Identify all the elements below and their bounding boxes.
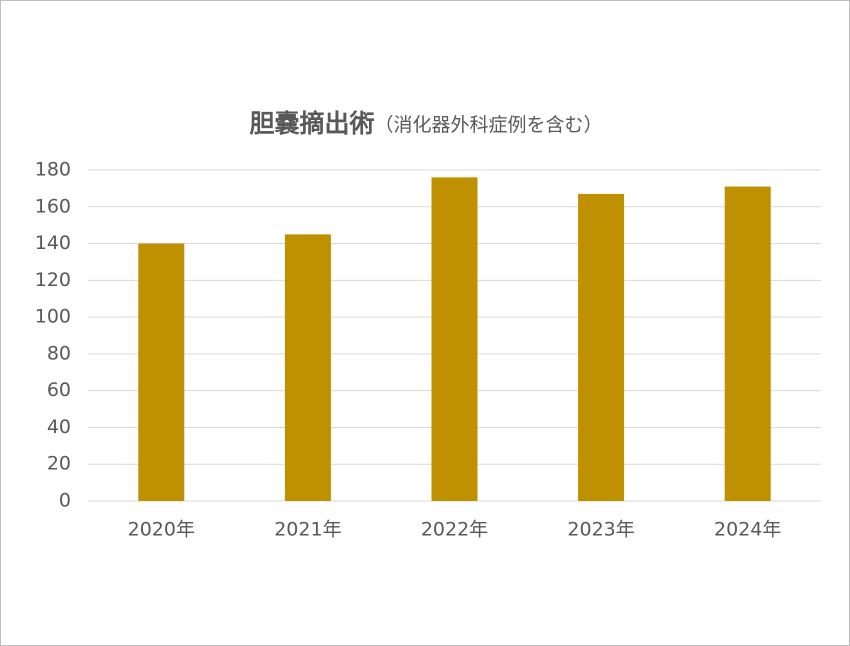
y-tick-label: 160 (35, 195, 71, 217)
bar (284, 234, 331, 501)
y-tick-label: 60 (47, 379, 71, 401)
chart-title-group: 胆嚢摘出術（消化器外科症例を含む） (249, 109, 602, 138)
chart-subtitle: （消化器外科症例を含む） (375, 114, 603, 136)
x-tick-label: 2020年 (128, 519, 195, 541)
x-tick-label: 2023年 (567, 519, 634, 541)
y-tick-label: 180 (35, 159, 71, 181)
y-tick-label: 100 (35, 306, 71, 328)
bar (578, 193, 625, 501)
bar (724, 186, 771, 502)
y-tick-label: 80 (47, 342, 71, 364)
y-tick-label: 140 (35, 232, 71, 254)
y-tick-label: 20 (47, 453, 71, 475)
chart-title: 胆嚢摘出術 (249, 109, 374, 138)
x-tick-label: 2024年 (714, 519, 781, 541)
y-tick-label: 120 (35, 269, 71, 291)
x-tick-label: 2021年 (274, 519, 341, 541)
bar (431, 177, 478, 501)
x-tick-label: 2022年 (421, 519, 488, 541)
bar (138, 243, 185, 502)
y-tick-label: 40 (47, 416, 71, 438)
y-tick-label: 0 (59, 490, 71, 512)
